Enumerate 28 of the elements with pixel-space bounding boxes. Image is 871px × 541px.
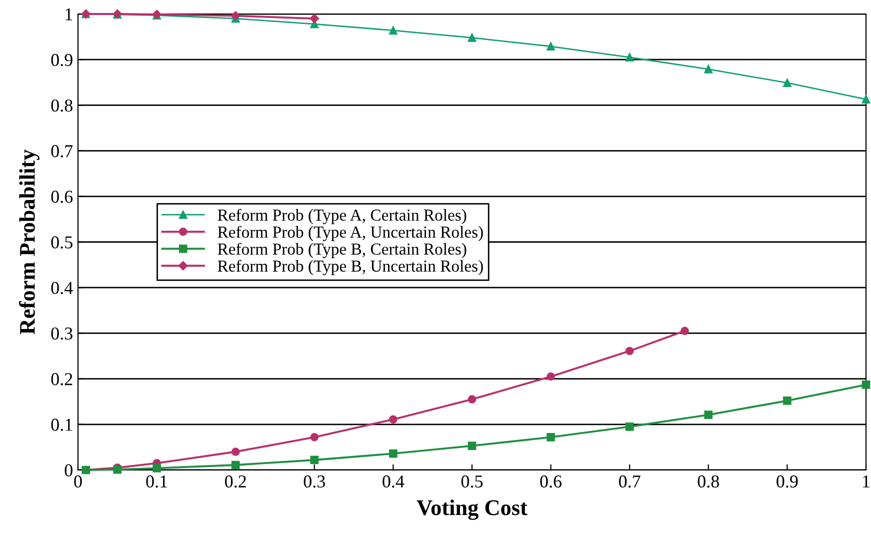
- y-tick-label: 0.6: [51, 190, 73, 203]
- y-tick-label: 0.7: [51, 145, 73, 158]
- legend-label: Reform Prob (Type B, Uncertain Roles): [218, 260, 483, 276]
- y-tick-label: 0.1: [51, 418, 72, 431]
- x-tick-label: 0.1: [146, 475, 167, 488]
- x-tick-label: 0.9: [776, 475, 798, 488]
- x-tick-label: 0.2: [225, 475, 246, 488]
- x-tick-label: 0.7: [619, 475, 640, 488]
- x-tick-label: 0.8: [698, 475, 719, 488]
- legend-label: Reform Prob (Type B, Certain Roles): [218, 242, 466, 258]
- y-tick-label: 0.8: [51, 99, 72, 112]
- y-tick-label: 1: [66, 8, 72, 20]
- x-tick-label: 0.6: [540, 475, 562, 488]
- y-tick-label: 0.4: [51, 282, 73, 294]
- legend-label: Reform Prob (Type A, Certain Roles): [218, 208, 466, 224]
- y-tick-label: 0.5: [51, 236, 72, 249]
- legend-label: Reform Prob (Type A, Uncertain Roles): [218, 226, 483, 242]
- y-tick-label: 0: [64, 464, 72, 476]
- x-tick-label: 0.5: [461, 475, 483, 488]
- x-tick-label: 0.3: [304, 475, 325, 488]
- x-axis-title: Voting Cost: [416, 500, 528, 520]
- y-tick-label: 0.9: [51, 54, 72, 66]
- x-tick-label: 0: [74, 475, 82, 488]
- x-tick-label: 1: [863, 475, 870, 488]
- x-tick-label: 0.4: [382, 475, 404, 488]
- y-tick-label: 0.2: [51, 373, 72, 386]
- y-axis-title: Reform Probability: [19, 150, 40, 334]
- y-tick-label: 0.3: [51, 327, 72, 340]
